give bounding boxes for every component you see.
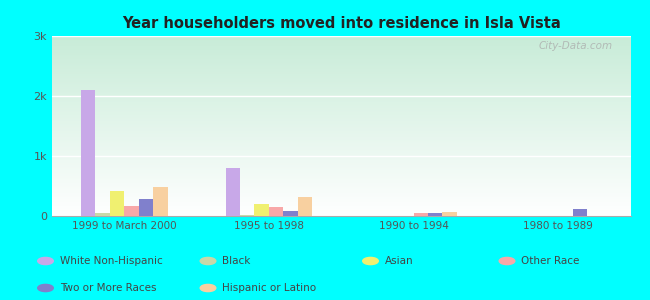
Bar: [81, 90, 96, 216]
Bar: [573, 209, 587, 216]
Bar: [443, 212, 457, 216]
Bar: [298, 197, 312, 216]
Text: Other Race: Other Race: [521, 256, 580, 266]
Text: Two or More Races: Two or More Races: [60, 283, 156, 293]
Bar: [96, 213, 110, 216]
Bar: [413, 213, 428, 216]
Title: Year householders moved into residence in Isla Vista: Year householders moved into residence i…: [122, 16, 560, 31]
Bar: [124, 206, 139, 216]
Bar: [269, 207, 283, 216]
Text: Asian: Asian: [385, 256, 413, 266]
Bar: [153, 187, 168, 216]
Bar: [428, 213, 443, 216]
Text: City-Data.com: City-Data.com: [539, 41, 613, 51]
Text: White Non-Hispanic: White Non-Hispanic: [60, 256, 162, 266]
Bar: [240, 215, 255, 216]
Bar: [255, 204, 269, 216]
Bar: [283, 211, 298, 216]
Bar: [110, 191, 124, 216]
Text: Black: Black: [222, 256, 251, 266]
Bar: [139, 199, 153, 216]
Bar: [226, 168, 240, 216]
Text: Hispanic or Latino: Hispanic or Latino: [222, 283, 317, 293]
